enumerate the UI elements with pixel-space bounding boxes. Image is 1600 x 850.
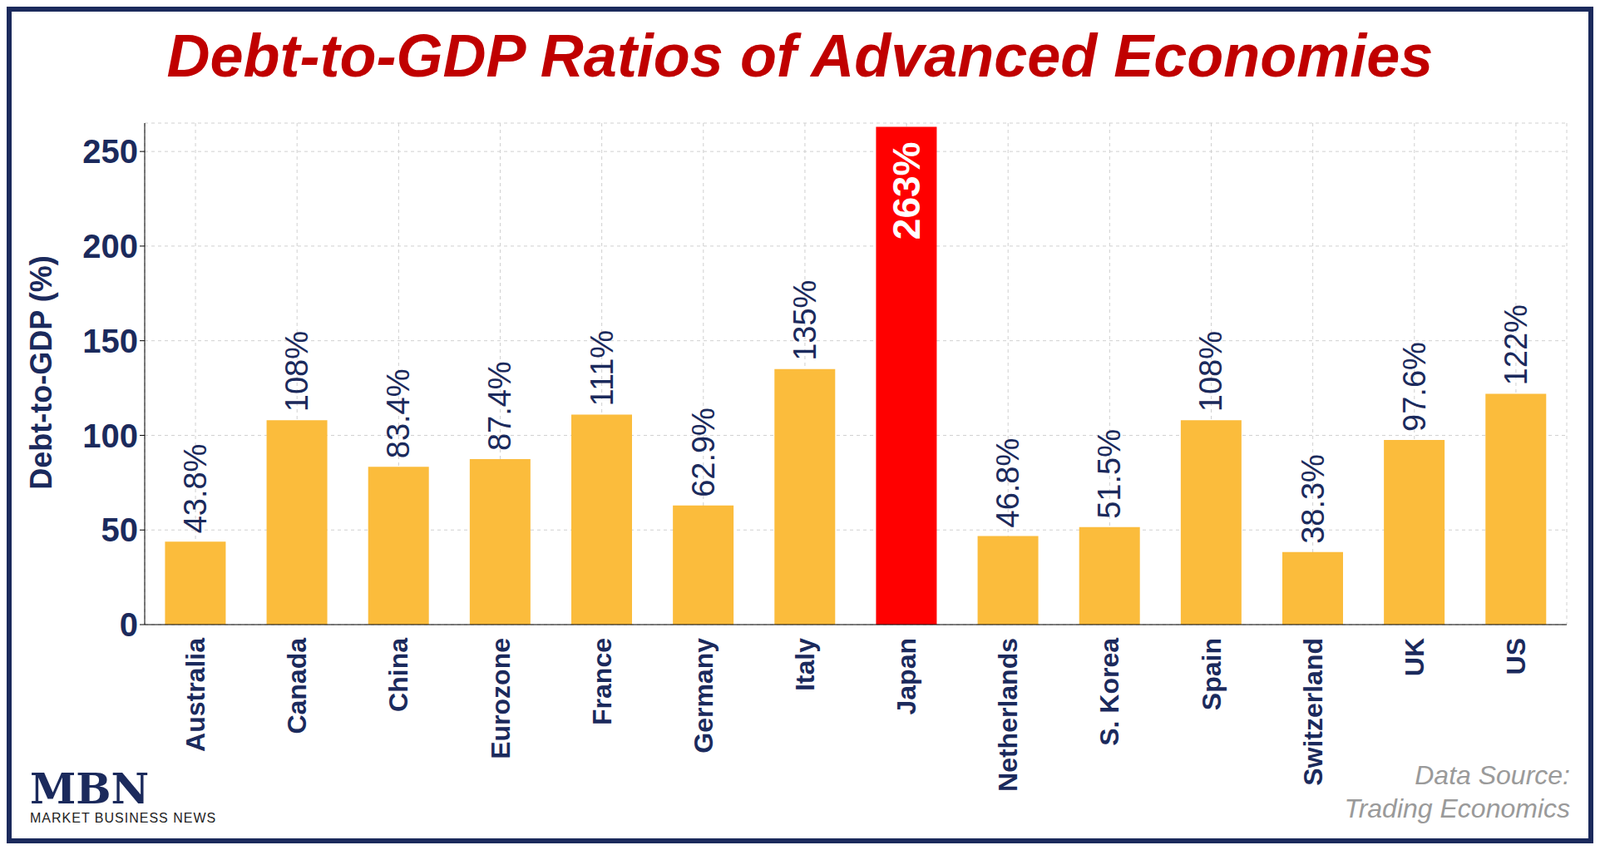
svg-text:108%: 108% — [279, 330, 315, 412]
svg-text:38.3%: 38.3% — [1295, 454, 1331, 544]
svg-text:Canada: Canada — [281, 637, 312, 735]
svg-text:Spain: Spain — [1196, 637, 1227, 711]
svg-text:122%: 122% — [1498, 304, 1534, 386]
html-text:Data Source:: Data Source: — [1414, 760, 1571, 791]
svg-text:46.8%: 46.8% — [990, 438, 1026, 529]
svg-text:50: 50 — [101, 511, 139, 549]
svg-text:97.6%: 97.6% — [1397, 341, 1433, 432]
svg-text:83.4%: 83.4% — [380, 368, 416, 459]
svg-text:0: 0 — [119, 606, 139, 643]
svg-text:87.4%: 87.4% — [482, 360, 518, 451]
svg-text:43.8%: 43.8% — [177, 444, 213, 534]
svg-text:Switzerland: Switzerland — [1298, 637, 1329, 786]
html-text:MBN: MBN — [29, 764, 150, 814]
svg-text:Japan: Japan — [891, 637, 922, 715]
svg-text:62.9%: 62.9% — [686, 407, 721, 498]
svg-text:France: France — [587, 637, 618, 726]
svg-text:Eurozone: Eurozone — [485, 637, 516, 760]
svg-text:S. Korea: S. Korea — [1094, 637, 1125, 746]
html-text:Debt-to-GDP Ratios of Advanced: Debt-to-GDP Ratios of Advanced Economies — [166, 22, 1434, 89]
svg-text:111%: 111% — [584, 330, 620, 407]
svg-text:Australia: Australia — [180, 637, 211, 752]
svg-text:Netherlands: Netherlands — [992, 637, 1023, 792]
svg-text:51.5%: 51.5% — [1091, 429, 1127, 519]
svg-text:Italy: Italy — [790, 637, 820, 692]
html-text:Debt-to-GDP (%): Debt-to-GDP (%) — [24, 255, 59, 490]
svg-text:150: 150 — [82, 322, 139, 360]
html-text:Trading Economics: Trading Economics — [1344, 793, 1571, 824]
svg-text:250: 250 — [82, 133, 139, 170]
svg-text:China: China — [383, 637, 414, 712]
svg-text:108%: 108% — [1193, 330, 1229, 412]
html-text:MARKET BUSINESS NEWS: MARKET BUSINESS NEWS — [29, 810, 217, 825]
svg-text:Germany: Germany — [688, 637, 719, 754]
svg-text:263%: 263% — [884, 142, 929, 241]
svg-text:135%: 135% — [787, 280, 823, 361]
svg-text:US: US — [1501, 637, 1531, 675]
svg-text:UK: UK — [1399, 637, 1430, 677]
svg-text:200: 200 — [82, 227, 139, 265]
svg-text:100: 100 — [82, 417, 139, 455]
